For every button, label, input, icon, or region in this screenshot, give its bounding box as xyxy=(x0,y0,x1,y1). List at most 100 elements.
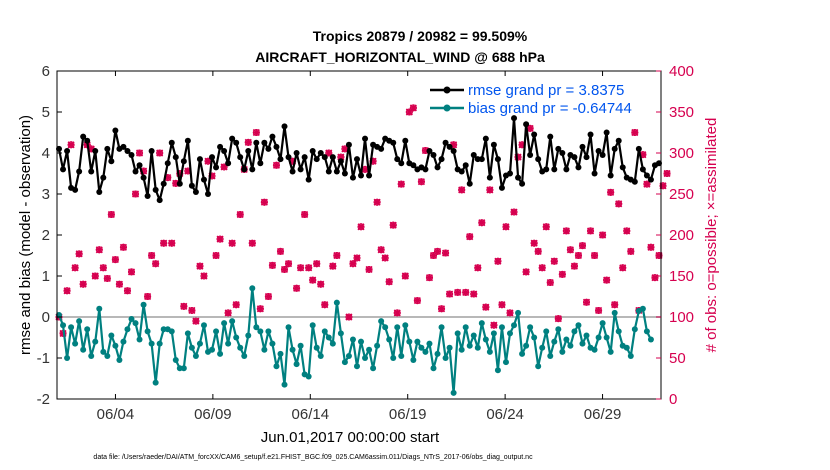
obs-assimilated-point xyxy=(506,309,514,317)
bias-point xyxy=(285,324,292,331)
bias-point xyxy=(543,328,550,335)
rmse-point xyxy=(136,162,143,169)
bias-point xyxy=(337,330,344,337)
bias-point xyxy=(559,348,566,355)
bias-point xyxy=(555,326,562,333)
bias-point xyxy=(84,326,91,333)
rmse-point xyxy=(470,152,477,159)
obs-assimilated-point xyxy=(514,153,522,161)
bias-point xyxy=(511,322,518,329)
obs-assimilated-point xyxy=(373,198,381,206)
bias-point xyxy=(325,334,332,341)
bias-point xyxy=(116,357,123,364)
rmse-point xyxy=(462,162,469,169)
obs-assimilated-point xyxy=(397,180,405,188)
obs-assimilated-point xyxy=(377,246,385,254)
chart-subtitle: AIRCRAFT_HORIZONTAL_WIND @ 688 hPa xyxy=(255,49,545,65)
bias-point xyxy=(293,361,300,368)
obs-assimilated-point xyxy=(570,262,578,270)
rmse-point xyxy=(237,154,244,161)
rmse-point xyxy=(434,164,441,171)
rmse-point xyxy=(607,172,614,179)
obs-assimilated-point xyxy=(152,260,160,268)
obs-assimilated-point xyxy=(119,243,128,251)
obs-assimilated-point xyxy=(329,262,337,270)
bias-point xyxy=(402,322,409,329)
rmse-point xyxy=(221,147,228,154)
y-right-tick-label: 300 xyxy=(669,145,694,162)
footnote: data file: /Users/raeder/DAI/ATM_forcXX/… xyxy=(93,454,533,461)
bias-point xyxy=(297,342,304,349)
bias-point xyxy=(454,330,461,337)
rmse-point xyxy=(559,150,566,156)
obs-assimilated-point xyxy=(103,274,111,283)
bias-point xyxy=(88,352,95,359)
obs-assimilated-point xyxy=(140,167,148,175)
rmse-point xyxy=(72,186,79,193)
obs-assimilated-point xyxy=(333,251,341,260)
bias-point xyxy=(378,318,385,325)
bias-point xyxy=(172,357,179,364)
rmse-point xyxy=(619,164,626,171)
obs-assimilated-point xyxy=(502,223,510,231)
bias-point xyxy=(571,328,578,335)
obs-assimilated-point xyxy=(639,151,647,159)
bias-point xyxy=(438,324,445,331)
rmse-point xyxy=(507,170,513,177)
y-axis-label-left: rmse and bias (model - observation) xyxy=(17,115,34,355)
obs-assimilated-point xyxy=(200,272,208,280)
rmse-point xyxy=(132,168,139,175)
y-axis-label-right: # of obs: o=possible; ×=assimilated xyxy=(703,118,720,353)
y-right-tick-label: 150 xyxy=(669,268,694,285)
obs-assimilated-point xyxy=(71,264,79,272)
y-left-tick-label: 3 xyxy=(42,186,50,203)
rmse-point xyxy=(587,131,594,138)
obs-assimilated-point xyxy=(458,186,466,194)
obs-assimilated-point xyxy=(107,210,115,219)
rmse-point xyxy=(438,156,445,163)
obs-assimilated-point xyxy=(623,227,631,235)
obs-assimilated-point xyxy=(276,247,285,255)
bias-point xyxy=(108,332,115,339)
bias-point xyxy=(430,365,437,372)
bias-point xyxy=(394,324,401,331)
obs-assimilated-point xyxy=(542,223,550,231)
rmse-point xyxy=(60,166,67,173)
bias-line xyxy=(57,287,652,394)
obs-assimilated-point xyxy=(490,321,498,329)
obs-assimilated-point xyxy=(123,287,132,295)
rmse-point xyxy=(631,178,638,185)
rmse-point xyxy=(643,172,650,179)
bias-point xyxy=(241,352,248,359)
obs-assimilated-point xyxy=(611,301,619,309)
obs-assimilated-point xyxy=(550,257,558,265)
bias-point xyxy=(353,363,360,370)
obs-assimilated-point xyxy=(268,261,276,269)
bias-point xyxy=(527,324,534,331)
obs-assimilated-point xyxy=(631,128,639,137)
obs-assimilated-point xyxy=(87,145,95,153)
obs-assimilated-point xyxy=(232,301,240,309)
obs-assimilated-point xyxy=(450,141,458,149)
obs-assimilated-point xyxy=(317,280,325,288)
bias-point xyxy=(591,346,598,353)
obs-assimilated-point xyxy=(236,210,244,219)
rmse-point xyxy=(56,145,63,152)
rmse-point xyxy=(104,145,111,152)
rmse-point xyxy=(269,133,276,140)
obs-assimilated-point xyxy=(566,246,574,254)
obs-assimilated-point xyxy=(522,268,530,276)
bias-point xyxy=(152,379,159,386)
bias-point xyxy=(317,352,324,359)
obs-assimilated-point xyxy=(216,235,224,243)
bias-point xyxy=(478,320,485,327)
rmse-point xyxy=(257,160,264,167)
obs-assimilated-point xyxy=(248,239,256,247)
rmse-point xyxy=(160,180,167,187)
rmse-point xyxy=(225,160,232,167)
obs-assimilated-point xyxy=(252,128,260,137)
bias-point xyxy=(482,336,489,343)
obs-assimilated-point xyxy=(405,108,413,116)
bias-point xyxy=(265,328,272,335)
